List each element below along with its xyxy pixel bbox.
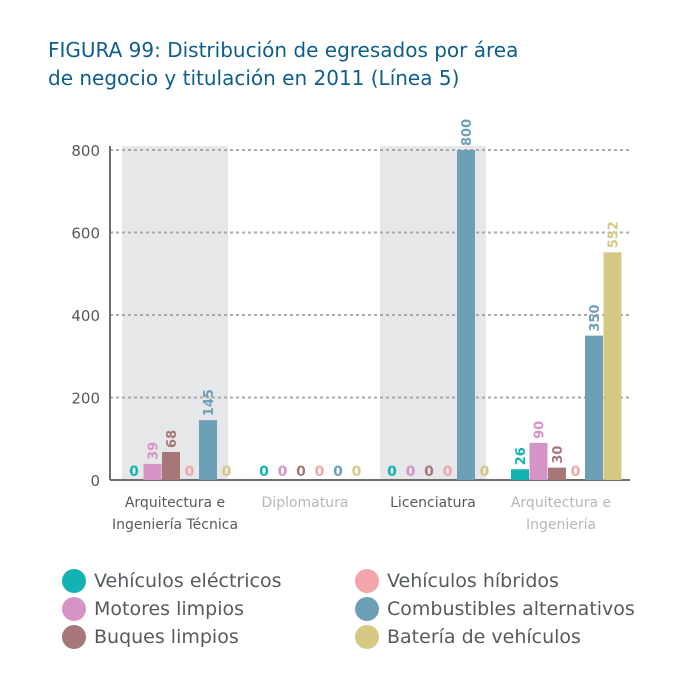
data-label: 350 (588, 304, 603, 331)
data-label: 0 (315, 464, 325, 480)
bar (199, 420, 217, 480)
data-label: 0 (129, 464, 139, 480)
bar (585, 335, 603, 480)
data-label: 90 (533, 421, 548, 439)
legend-label: Batería de vehículos (387, 626, 581, 648)
x-tick-label: Arquitectura e Ingeniería Técnica (112, 495, 238, 533)
x-tick-label: Arquitectura e Ingeniería (511, 495, 611, 533)
bar (603, 252, 622, 480)
y-tick-label: 800 (71, 142, 100, 160)
legend-swatch (62, 597, 86, 621)
data-label: 0 (222, 464, 232, 480)
legend-swatch (355, 625, 379, 649)
legend-item: Buques limpios (62, 622, 239, 652)
legend-label: Combustibles alternativos (387, 598, 635, 620)
y-tick-label: 600 (71, 225, 100, 243)
x-tick-label: Diplomatura (262, 495, 349, 511)
legend-label: Buques limpios (94, 626, 239, 648)
legend-label: Vehículos eléctricos (94, 570, 282, 592)
title-line-1: FIGURA 99: Distribución de egresados por… (48, 38, 519, 62)
legend-item: Motores limpios (62, 594, 244, 624)
data-label: 0 (480, 464, 490, 480)
y-tick-label: 0 (90, 472, 100, 490)
data-label: 68 (165, 430, 180, 448)
data-label: 0 (387, 464, 397, 480)
legend-label: Motores limpios (94, 598, 245, 620)
legend-swatch (355, 597, 379, 621)
bar (457, 150, 475, 480)
data-label: 0 (571, 464, 581, 480)
bar (162, 451, 180, 480)
data-label: 0 (406, 464, 416, 480)
legend-swatch (62, 625, 86, 649)
data-label: 145 (202, 389, 217, 416)
data-label: 0 (424, 464, 434, 480)
data-label: 30 (551, 446, 566, 464)
legend-swatch (355, 569, 379, 593)
y-tick-label: 400 (71, 307, 100, 325)
data-label: 0 (278, 464, 288, 480)
y-tick-label: 200 (71, 390, 100, 408)
data-label: 0 (296, 464, 306, 480)
data-label: 39 (147, 442, 162, 460)
data-label: 0 (352, 464, 362, 480)
data-label: 0 (259, 464, 269, 480)
bar (143, 463, 162, 480)
data-label: 0 (443, 464, 453, 480)
legend-item: Vehículos híbridos (355, 566, 559, 596)
data-label: 0 (333, 464, 343, 480)
bar (548, 467, 566, 480)
title-line-2: de negocio y titulación en 2011 (Línea 5… (48, 66, 460, 90)
legend-item: Vehículos eléctricos (62, 566, 281, 596)
bar (529, 442, 548, 480)
legend-label: Vehículos híbridos (387, 570, 559, 592)
legend-swatch (62, 569, 86, 593)
chart-title: FIGURA 99: Distribución de egresados por… (48, 36, 648, 92)
data-label: 552 (607, 221, 622, 248)
legend-item: Batería de vehículos (355, 622, 581, 652)
data-label: 0 (185, 464, 195, 480)
x-tick-label: Licenciatura (390, 495, 476, 511)
legend-item: Combustibles alternativos (355, 594, 635, 624)
bar (511, 469, 529, 480)
data-label: 800 (460, 119, 475, 146)
data-label: 26 (514, 447, 529, 465)
